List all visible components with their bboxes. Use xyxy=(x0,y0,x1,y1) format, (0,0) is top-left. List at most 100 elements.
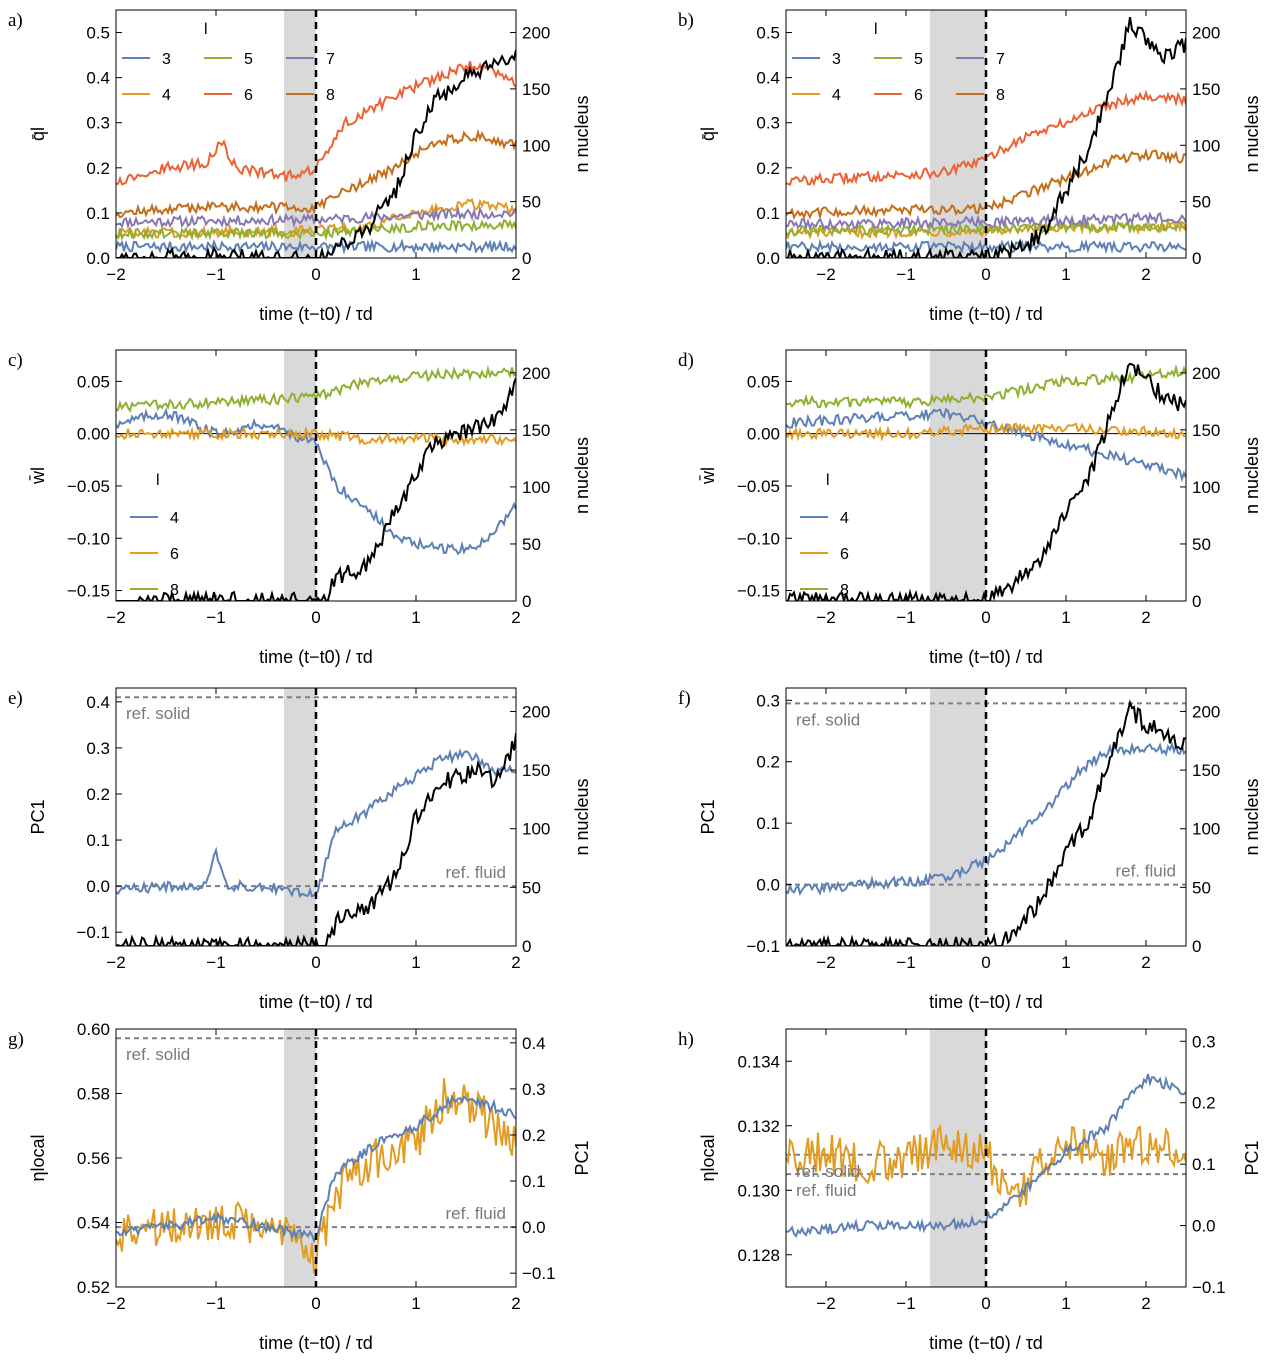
ref-solid-label: ref. solid xyxy=(126,1045,190,1064)
x-tick-label: 1 xyxy=(411,1294,420,1313)
y-tick-label: 0.1 xyxy=(756,814,780,833)
panel-c: c) −2 −1 0 1 2 −0.15 −0.10 −0.05 0.00 0.05 0 50 100 15… xyxy=(8,349,592,667)
y2-tick-label: 50 xyxy=(1192,193,1211,212)
x-axis-label: time (t−t0) / τd xyxy=(259,304,373,324)
y2-tick-label: 0 xyxy=(1192,592,1201,611)
series-line-7 xyxy=(786,211,1186,232)
panel-g: g) −2 −1 0 1 2 0.52 0.54 0.56 0.58 0.60 −0.1 0.0 0.1 0… xyxy=(8,1020,592,1353)
x-tick-label: 2 xyxy=(511,608,520,627)
x-tick-label: −2 xyxy=(816,608,835,627)
shaded-interval xyxy=(930,688,986,946)
y2-tick-label: 0.2 xyxy=(1192,1094,1216,1113)
y-tick-label: 0.4 xyxy=(86,693,110,712)
x-tick-label: 0 xyxy=(311,608,320,627)
legend-label: 8 xyxy=(840,582,849,599)
legend: l 3 4 5 6 7 8 xyxy=(792,21,1005,104)
legend-label: 4 xyxy=(170,510,179,527)
x-tick-label: −1 xyxy=(206,1294,225,1313)
y-tick-label: 0.2 xyxy=(756,753,780,772)
y2-tick-label: 0 xyxy=(1192,249,1201,268)
y2-tick-label: 150 xyxy=(1192,761,1220,780)
panel-label: c) xyxy=(8,350,23,371)
legend-label: 8 xyxy=(170,582,179,599)
panel-a: a) −2 −1 0 1 2 0.0 0.1 0.2 0.3 0.4 0.5 0 50 100 150 200 t… xyxy=(8,9,592,324)
panel-label: f) xyxy=(678,688,691,709)
legend-label: 7 xyxy=(326,51,335,68)
y2-tick-label: 50 xyxy=(522,878,541,897)
series-line-n-nucleus xyxy=(786,362,1186,601)
y-tick-label: 0.56 xyxy=(77,1149,110,1168)
x-tick-label: −1 xyxy=(206,265,225,284)
y-tick-label: 0.05 xyxy=(77,372,110,391)
y2-tick-label: 0.4 xyxy=(522,1034,546,1053)
panel-b: b) −2 −1 0 1 2 0.0 0.1 0.2 0.3 0.4 0.5 0 50 100 150 200 t… xyxy=(678,9,1262,324)
y2-tick-label: 200 xyxy=(522,24,550,43)
y-tick-label: −0.15 xyxy=(67,582,110,601)
y2-tick-label: 100 xyxy=(1192,478,1220,497)
legend-label: 4 xyxy=(162,87,171,104)
panel-label: d) xyxy=(678,350,694,371)
y2-tick-label: 50 xyxy=(1192,878,1211,897)
shaded-interval xyxy=(284,1029,316,1287)
ref-solid-label: ref. solid xyxy=(126,704,190,723)
x-tick-label: 2 xyxy=(511,953,520,972)
series-line-n-nucleus xyxy=(116,49,516,258)
y-tick-label: 0.54 xyxy=(77,1214,110,1233)
y2-tick-label: 200 xyxy=(522,702,550,721)
x-tick-label: 0 xyxy=(981,265,990,284)
ref-solid-label: ref. solid xyxy=(796,710,860,729)
x-tick-label: 1 xyxy=(1061,1294,1070,1313)
panel-label: h) xyxy=(678,1029,694,1050)
y2-tick-label: 100 xyxy=(522,478,550,497)
legend-label: 4 xyxy=(840,510,849,527)
x-axis-label: time (t−t0) / τd xyxy=(929,304,1043,324)
y-tick-label: 0.128 xyxy=(737,1246,780,1265)
y-tick-label: −0.05 xyxy=(737,477,780,496)
y2-axis-label: n nucleus xyxy=(1242,95,1262,172)
y2-tick-label: 0.0 xyxy=(522,1218,546,1237)
x-tick-label: −1 xyxy=(896,1294,915,1313)
y2-tick-label: 100 xyxy=(522,136,550,155)
y-axis-label: PC1 xyxy=(698,799,718,834)
x-tick-label: 1 xyxy=(1061,953,1070,972)
x-tick-label: 0 xyxy=(981,953,990,972)
y-tick-label: −0.10 xyxy=(67,529,110,548)
y2-tick-label: 50 xyxy=(1192,535,1211,554)
y-tick-label: 0.3 xyxy=(86,114,110,133)
y2-tick-label: −0.1 xyxy=(1192,1278,1226,1297)
y2-tick-label: 100 xyxy=(522,820,550,839)
y2-tick-label: −0.1 xyxy=(522,1264,556,1283)
legend-title: l xyxy=(204,21,208,38)
legend-label: 3 xyxy=(162,51,171,68)
x-axis-label: time (t−t0) / τd xyxy=(929,647,1043,667)
x-tick-label: 0 xyxy=(981,608,990,627)
shaded-interval xyxy=(284,350,316,601)
x-tick-label: 1 xyxy=(411,608,420,627)
y-axis-label: PC1 xyxy=(28,799,48,834)
y-tick-label: 0.00 xyxy=(77,425,110,444)
y2-tick-label: 150 xyxy=(1192,80,1220,99)
x-axis-label: time (t−t0) / τd xyxy=(929,1333,1043,1353)
y-tick-label: 0.3 xyxy=(86,739,110,758)
y-tick-label: 0.1 xyxy=(86,831,110,850)
y-axis-label: q̄l xyxy=(698,127,718,141)
y-tick-label: 0.2 xyxy=(86,159,110,178)
x-tick-label: −2 xyxy=(816,1294,835,1313)
y2-axis-label: n nucleus xyxy=(572,778,592,855)
ref-solid-label: ref. solid xyxy=(796,1162,860,1181)
panel-h: h) −2 −1 0 1 2 0.128 0.130 0.132 0.134 −0.1 0.0 0.1 0… xyxy=(678,1028,1262,1353)
panel-e: e) −2 −1 0 1 2 −0.1 0.0 0.1 0.2 0.3 0.4 0 50 100 150 200… xyxy=(8,687,592,1012)
x-axis-label: time (t−t0) / τd xyxy=(259,647,373,667)
y-tick-label: 0.2 xyxy=(756,159,780,178)
y2-axis-label: n nucleus xyxy=(1242,437,1262,514)
x-tick-label: −1 xyxy=(896,953,915,972)
x-tick-label: 2 xyxy=(1141,1294,1150,1313)
shaded-interval xyxy=(284,688,316,946)
y2-axis-label: n nucleus xyxy=(572,95,592,172)
y-tick-label: 0.130 xyxy=(737,1181,780,1200)
y2-tick-label: 50 xyxy=(522,193,541,212)
y-tick-label: 0.5 xyxy=(756,24,780,43)
legend-label: 6 xyxy=(840,546,849,563)
panel-d: d) −2 −1 0 1 2 −0.15 −0.10 −0.05 0.00 0.05 0 50 100 15… xyxy=(678,349,1262,667)
